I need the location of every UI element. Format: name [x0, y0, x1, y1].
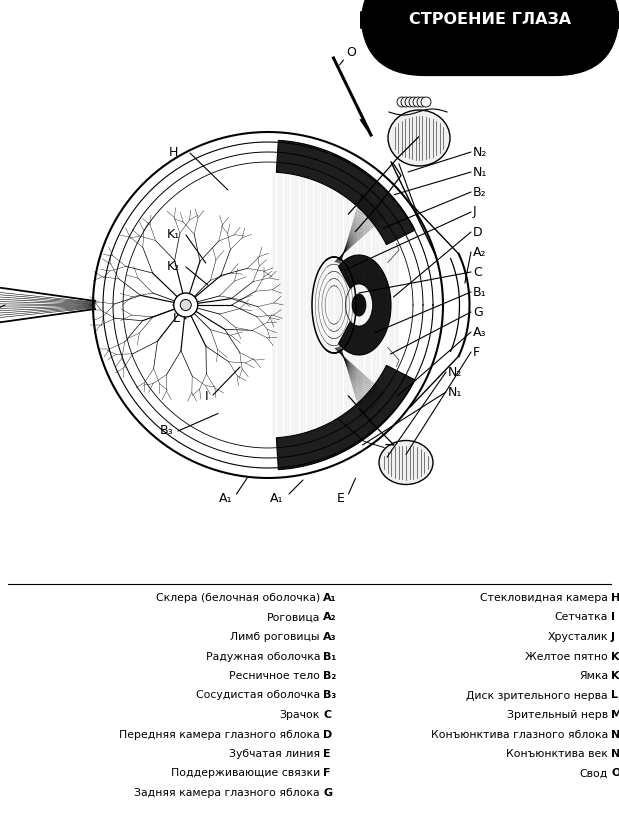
- Text: Задняя камера глазного яблока: Задняя камера глазного яблока: [134, 788, 320, 798]
- Text: E: E: [323, 749, 331, 759]
- Text: Хрусталик: Хрусталик: [547, 632, 608, 642]
- Text: M: M: [611, 710, 619, 720]
- Text: D: D: [473, 225, 483, 238]
- Text: E: E: [336, 491, 344, 505]
- Text: Сосудистая оболочка: Сосудистая оболочка: [196, 690, 320, 700]
- Text: N₂: N₂: [473, 146, 487, 159]
- Text: Радужная оболочка: Радужная оболочка: [206, 651, 320, 662]
- Text: N₁: N₁: [611, 730, 619, 740]
- Text: Передняя камера глазного яблока: Передняя камера глазного яблока: [119, 730, 320, 740]
- Text: Желтое пятно: Желтое пятно: [526, 651, 608, 662]
- Text: A₃: A₃: [473, 325, 487, 338]
- Text: B₂: B₂: [473, 185, 487, 198]
- Text: O: O: [347, 46, 357, 58]
- Text: B₂: B₂: [323, 671, 336, 681]
- Text: B₁: B₁: [323, 651, 336, 662]
- Text: Свод: Свод: [579, 768, 608, 779]
- Polygon shape: [276, 140, 415, 245]
- Ellipse shape: [345, 284, 373, 326]
- Polygon shape: [276, 365, 415, 469]
- Text: Диск зрительного нерва: Диск зрительного нерва: [466, 690, 608, 700]
- Circle shape: [405, 97, 415, 107]
- Text: N₂: N₂: [611, 749, 619, 759]
- Text: A₂: A₂: [473, 246, 487, 259]
- Text: I: I: [611, 613, 615, 622]
- Text: B₃: B₃: [159, 424, 173, 437]
- Text: СТРОЕНИЕ ГЛАЗА: СТРОЕНИЕ ГЛАЗА: [409, 12, 571, 28]
- Text: F: F: [473, 346, 480, 359]
- Text: Поддерживающие связки: Поддерживающие связки: [171, 768, 320, 779]
- Circle shape: [180, 300, 191, 310]
- Text: N₁: N₁: [448, 386, 462, 399]
- Text: G: G: [323, 788, 332, 798]
- Text: G: G: [473, 305, 483, 319]
- Text: L: L: [611, 690, 618, 700]
- Text: Конъюнктива глазного яблока: Конъюнктива глазного яблока: [431, 730, 608, 740]
- Text: I: I: [204, 391, 208, 404]
- Text: H: H: [611, 593, 619, 603]
- Circle shape: [413, 97, 423, 107]
- Text: A₁: A₁: [219, 491, 233, 505]
- Text: D: D: [323, 730, 332, 740]
- Text: C: C: [323, 710, 331, 720]
- Ellipse shape: [352, 293, 366, 317]
- Circle shape: [409, 97, 419, 107]
- Text: L: L: [173, 313, 180, 325]
- Text: K₂: K₂: [167, 260, 180, 274]
- Text: Лимб роговицы: Лимб роговицы: [230, 632, 320, 642]
- Text: Конъюнктива век: Конъюнктива век: [506, 749, 608, 759]
- Text: K₁: K₁: [167, 229, 180, 242]
- Ellipse shape: [379, 441, 433, 485]
- Text: J: J: [473, 206, 477, 219]
- Circle shape: [174, 293, 197, 317]
- Text: A₃: A₃: [323, 632, 337, 642]
- Text: B₁: B₁: [473, 286, 487, 298]
- Text: Ямка: Ямка: [579, 671, 608, 681]
- Text: Ресничное тело: Ресничное тело: [229, 671, 320, 681]
- Text: Зрительный нерв: Зрительный нерв: [507, 710, 608, 720]
- Circle shape: [397, 97, 407, 107]
- Text: N₂: N₂: [448, 365, 462, 378]
- Ellipse shape: [388, 110, 450, 166]
- Circle shape: [421, 97, 431, 107]
- Text: Зубчатая линия: Зубчатая линия: [229, 749, 320, 759]
- Text: Зрачок: Зрачок: [280, 710, 320, 720]
- Polygon shape: [339, 255, 391, 355]
- Text: C: C: [473, 265, 482, 278]
- Circle shape: [401, 97, 411, 107]
- Text: N₁: N₁: [473, 165, 487, 179]
- Text: Стекловидная камера: Стекловидная камера: [480, 593, 608, 603]
- Text: Склера (белочная оболочка): Склера (белочная оболочка): [156, 593, 320, 603]
- Text: J: J: [611, 632, 615, 642]
- Text: H: H: [168, 147, 178, 160]
- Text: A₁: A₁: [270, 491, 284, 505]
- Text: Сетчатка: Сетчатка: [555, 613, 608, 622]
- Text: B₃: B₃: [323, 690, 336, 700]
- Text: A₁: A₁: [323, 593, 337, 603]
- Text: O: O: [611, 768, 619, 779]
- Text: F: F: [323, 768, 331, 779]
- Text: K₁: K₁: [611, 651, 619, 662]
- Text: Роговица: Роговица: [267, 613, 320, 622]
- Text: A₂: A₂: [323, 613, 337, 622]
- Circle shape: [417, 97, 427, 107]
- Text: K₂: K₂: [611, 671, 619, 681]
